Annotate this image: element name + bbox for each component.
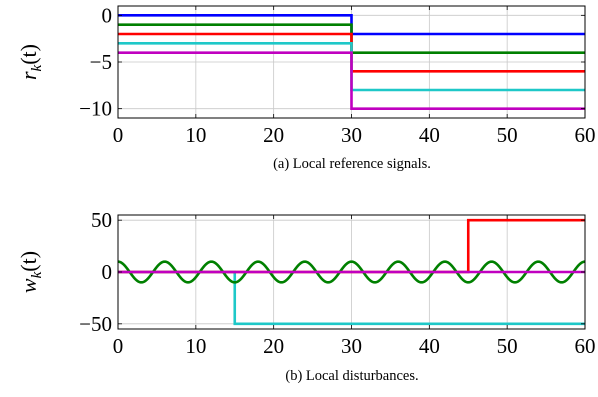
x-tick-label: 50 [497,334,518,358]
x-tick-label: 30 [341,123,362,147]
chart-a: 0 10 20 30 40 50 60 0 −5 −10 rk(t) (a) Local refere… [16,3,596,172]
y-tick-label: −50 [79,312,112,336]
x-tick-label: 20 [263,123,284,147]
series-line-5 [118,51,585,110]
x-tick-label: 50 [497,123,518,147]
y-tick-label: −10 [79,97,112,121]
y-axis-label: wk(t) [16,251,45,293]
series-group [118,14,585,110]
x-tick-label: 40 [419,123,440,147]
y-axis-label: rk(t) [16,44,45,80]
x-tick-label: 10 [185,123,206,147]
y-tick-label: 50 [91,208,112,232]
x-tick-label: 30 [341,334,362,358]
x-tick-label: 0 [113,334,124,358]
x-tick-label: 60 [575,123,596,147]
x-tick-label: 0 [113,123,124,147]
series-group [118,218,585,326]
y-tick-label: 0 [102,260,113,284]
caption: (b) Local disturbances. [285,368,418,384]
x-tick-label: 10 [185,334,206,358]
x-tick-label: 40 [419,334,440,358]
caption: (a) Local reference signals. [273,156,431,172]
x-tick-label: 60 [575,334,596,358]
y-tick-label: 0 [102,3,113,27]
x-tick-label: 20 [263,334,284,358]
y-tick-label: −5 [90,50,112,74]
series-line-3 [118,260,585,284]
